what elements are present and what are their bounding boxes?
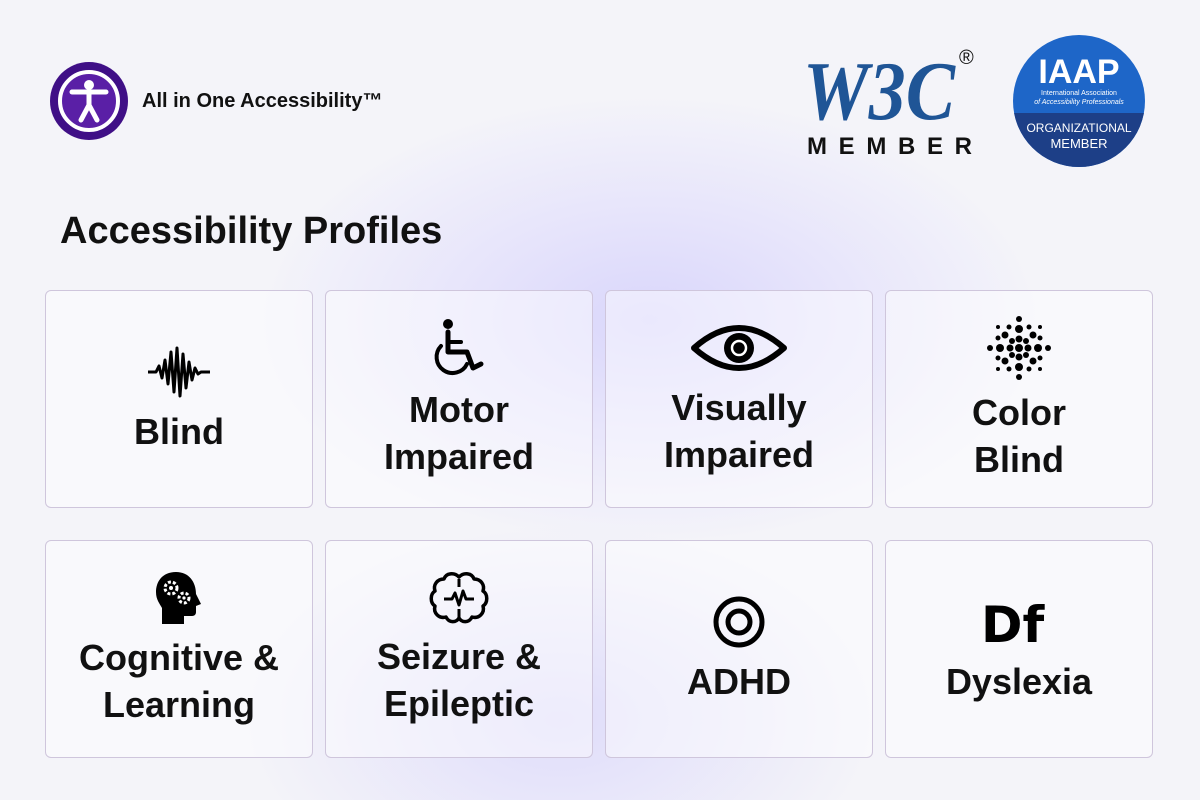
profile-card-seizure-epileptic[interactable]: Seizure & Epileptic xyxy=(325,540,593,758)
profile-card-visually-impaired[interactable]: Visually Impaired xyxy=(605,290,873,508)
iaap-caption-line1: ORGANIZATIONAL xyxy=(1026,121,1131,135)
eye-icon xyxy=(691,320,787,376)
profile-label: ADHD xyxy=(687,660,791,702)
profile-card-color-blind[interactable]: Color Blind xyxy=(885,290,1153,508)
accessibility-person-icon xyxy=(50,62,128,140)
iaap-subtitle-line1: International Association xyxy=(1041,90,1117,97)
df-letters-icon: Df xyxy=(979,594,1059,650)
w3c-logo-text: W3C xyxy=(803,45,956,138)
head-gears-icon xyxy=(154,570,204,626)
profile-label: Cognitive & Learning xyxy=(78,637,279,725)
profile-card-adhd[interactable]: ADHD xyxy=(605,540,873,758)
iaap-member-badge: IAAP International Association of Access… xyxy=(1011,33,1147,169)
profile-label: Visually Impaired xyxy=(663,387,815,475)
df-letters: Df xyxy=(981,596,1046,650)
brand-name: All in One Accessibility™ xyxy=(142,89,383,112)
target-icon xyxy=(711,594,767,650)
color-dots-icon xyxy=(986,315,1052,381)
profile-label: Motor Impaired xyxy=(383,389,535,477)
profile-label: Blind xyxy=(134,410,224,452)
profile-card-cognitive-learning[interactable]: Cognitive & Learning xyxy=(45,540,313,758)
iaap-title: IAAP xyxy=(1038,53,1119,91)
sound-wave-icon xyxy=(146,344,212,400)
profile-label: Color Blind xyxy=(972,392,1066,480)
profile-label: Seizure & Epileptic xyxy=(376,636,542,724)
profile-card-blind[interactable]: Blind xyxy=(45,290,313,508)
brain-pulse-icon xyxy=(428,571,490,625)
wheelchair-icon xyxy=(431,318,487,378)
w3c-member-badge: W3C ® MEMBER xyxy=(803,42,978,160)
iaap-caption-line2: MEMBER xyxy=(1050,136,1107,151)
profile-card-dyslexia[interactable]: Df Dyslexia xyxy=(885,540,1153,758)
page-title: Accessibility Profiles xyxy=(60,210,443,252)
iaap-subtitle-line2: of Accessibility Professionals xyxy=(1034,99,1124,106)
profile-card-motor-impaired[interactable]: Motor Impaired xyxy=(325,290,593,508)
brand: All in One Accessibility™ xyxy=(50,62,382,140)
profile-label: Dyslexia xyxy=(945,660,1093,702)
registered-mark: ® xyxy=(959,47,974,69)
